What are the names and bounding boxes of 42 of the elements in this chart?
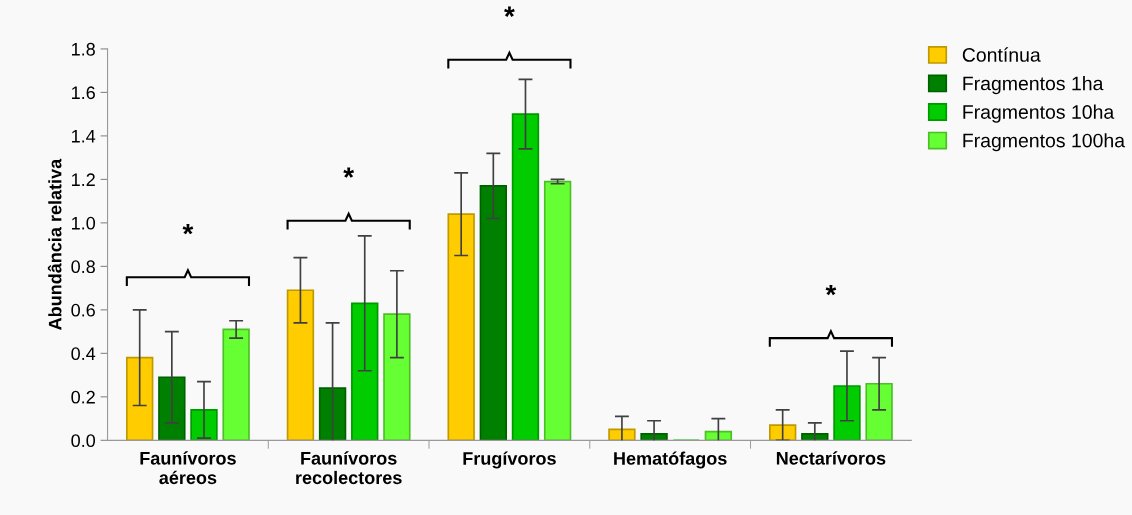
- y-tick-label: 0.8: [71, 260, 95, 274]
- bar: [158, 376, 186, 441]
- bar: [447, 213, 475, 441]
- x-tick-label: Faunívoros recolectores: [296, 451, 402, 485]
- bar: [222, 328, 250, 441]
- y-tick-label: 0.0: [71, 434, 96, 448]
- y-tick-label: 1.8: [72, 42, 95, 56]
- annotation: *: [182, 224, 194, 235]
- y-tick-label: 1.4: [72, 130, 96, 143]
- bar: [286, 289, 315, 441]
- annotation: *: [825, 284, 837, 296]
- bar: [608, 428, 636, 441]
- x-tick-label: Frugívoros: [463, 451, 556, 469]
- bar: [318, 387, 347, 441]
- x-tick-label: Nectarívoros: [776, 451, 886, 465]
- bar: [801, 432, 829, 441]
- bar: [640, 432, 668, 441]
- bar: [125, 356, 154, 441]
- bar: [543, 180, 572, 441]
- bar: [383, 313, 411, 441]
- bar: [704, 430, 733, 441]
- x-tick-label: Faunívoros aéreos: [140, 451, 236, 485]
- y-tick-label: 1.6: [72, 86, 95, 100]
- text: *: [504, 6, 515, 17]
- y-axis-title: Abundância relativa: [47, 158, 62, 330]
- y-tick-label: 0.2: [71, 390, 95, 404]
- bar: [768, 424, 797, 441]
- legend-label: Fragmentos 100ha: [963, 133, 1126, 152]
- bar: [479, 185, 508, 441]
- y-tick-label: 1.2: [72, 173, 95, 186]
- annotation: *: [343, 167, 355, 178]
- bar: [865, 382, 893, 441]
- legend-label: Contínua: [962, 47, 1041, 62]
- y-tick-label: 0.4: [71, 347, 96, 361]
- bar: [511, 113, 540, 441]
- legend-label: Fragmentos 10ha: [963, 104, 1115, 123]
- bar: [833, 385, 861, 441]
- legend-label: Fragmentos 1ha: [963, 76, 1104, 95]
- x-tick-label: Hematófagos: [614, 451, 727, 469]
- y-tick-label: 0.6: [71, 303, 95, 317]
- y-tick-label: 1.0: [72, 216, 96, 230]
- bar: [351, 302, 379, 441]
